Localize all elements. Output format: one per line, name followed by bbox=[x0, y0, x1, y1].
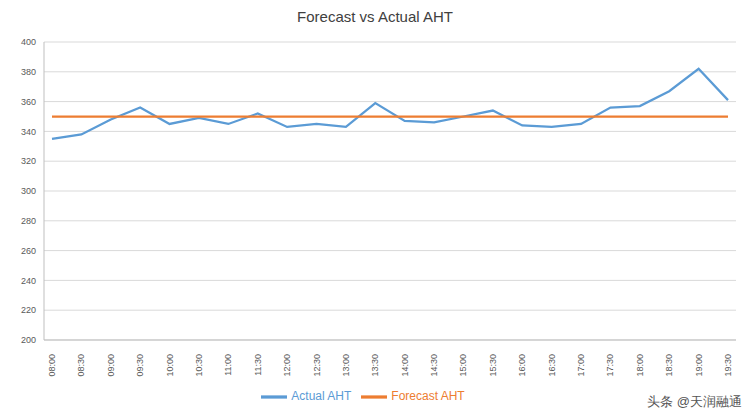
svg-text:320: 320 bbox=[21, 156, 36, 166]
svg-text:14:00: 14:00 bbox=[400, 354, 410, 377]
svg-text:400: 400 bbox=[21, 37, 36, 47]
svg-text:11:00: 11:00 bbox=[223, 354, 233, 376]
html-text:Forecast vs Actual AHT: Forecast vs Actual AHT bbox=[297, 8, 453, 25]
svg-text:19:30: 19:30 bbox=[723, 354, 733, 377]
svg-text:220: 220 bbox=[21, 305, 36, 315]
html-text:Actual AHT: Actual AHT bbox=[291, 389, 352, 404]
svg-text:09:30: 09:30 bbox=[135, 354, 145, 377]
svg-text:10:30: 10:30 bbox=[194, 354, 204, 377]
svg-text:340: 340 bbox=[21, 127, 36, 137]
svg-text:18:30: 18:30 bbox=[664, 354, 674, 377]
svg-text:18:00: 18:00 bbox=[635, 354, 645, 377]
svg-text:08:00: 08:00 bbox=[47, 354, 57, 377]
svg-text:260: 260 bbox=[21, 246, 36, 256]
svg-text:200: 200 bbox=[21, 335, 36, 345]
svg-text:16:30: 16:30 bbox=[547, 354, 557, 377]
svg-text:09:00: 09:00 bbox=[106, 354, 116, 377]
svg-text:11:30: 11:30 bbox=[253, 354, 263, 376]
svg-text:13:30: 13:30 bbox=[370, 354, 380, 377]
svg-text:08:30: 08:30 bbox=[76, 354, 86, 377]
svg-text:13:00: 13:00 bbox=[341, 354, 351, 377]
svg-text:10:00: 10:00 bbox=[165, 354, 175, 377]
svg-text:15:30: 15:30 bbox=[488, 354, 498, 377]
svg-text:19:00: 19:00 bbox=[694, 354, 704, 377]
svg-text:14:30: 14:30 bbox=[429, 354, 439, 377]
html-text:Forecast AHT: Forecast AHT bbox=[391, 389, 465, 404]
svg-text:17:00: 17:00 bbox=[576, 354, 586, 377]
svg-text:380: 380 bbox=[21, 67, 36, 77]
html-text:头条 @天润融通: 头条 @天润融通 bbox=[647, 394, 742, 409]
svg-text:300: 300 bbox=[21, 186, 36, 196]
svg-text:12:30: 12:30 bbox=[312, 354, 322, 377]
svg-text:280: 280 bbox=[21, 216, 36, 226]
svg-text:240: 240 bbox=[21, 276, 36, 286]
svg-text:16:00: 16:00 bbox=[517, 354, 527, 377]
svg-text:12:00: 12:00 bbox=[282, 354, 292, 377]
svg-text:17:30: 17:30 bbox=[605, 354, 615, 377]
svg-text:15:00: 15:00 bbox=[458, 354, 468, 377]
svg-text:360: 360 bbox=[21, 97, 36, 107]
